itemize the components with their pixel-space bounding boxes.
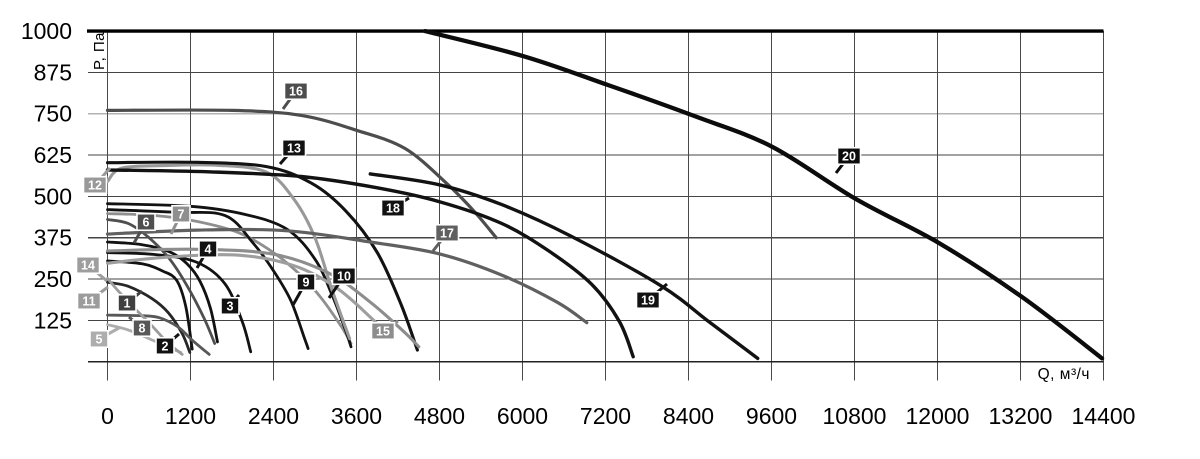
- curve-12: [105, 163, 352, 341]
- curve-label-17: 17: [440, 227, 454, 241]
- curve-label-3: 3: [227, 300, 234, 314]
- curve-label-8: 8: [139, 322, 146, 336]
- curve-label-19: 19: [641, 294, 655, 308]
- y-axis-title: P, Па: [91, 31, 108, 70]
- curve-label-6: 6: [143, 216, 150, 230]
- y-tick-label-250: 250: [34, 266, 72, 292]
- curve-label-box-11: [76, 291, 102, 311]
- curve-6: [106, 218, 217, 345]
- x-tick-label-7200: 7200: [580, 403, 631, 429]
- curve-label-box-15: [370, 321, 396, 341]
- x-tick-label-9600: 9600: [746, 403, 797, 429]
- curve-16: [105, 108, 498, 240]
- curve-label-box-19: [635, 290, 661, 310]
- curve-label-box-20: [836, 146, 862, 166]
- curve-4: [106, 240, 219, 344]
- curve-label-box-7: [171, 204, 191, 224]
- x-tick-label-6000: 6000: [497, 403, 548, 429]
- curve-19: [368, 172, 760, 361]
- curve-3: [106, 251, 253, 354]
- curve-15: [105, 247, 421, 349]
- curve-label-10: 10: [337, 270, 351, 284]
- curve-20: [422, 28, 1105, 361]
- x-tick-label-14400: 14400: [1072, 403, 1136, 429]
- curve-label-box-6: [136, 212, 156, 232]
- curve-label-1: 1: [124, 297, 131, 311]
- curve-13: [105, 160, 419, 352]
- curve-14: [105, 253, 393, 341]
- y-tick-label-750: 750: [34, 101, 72, 127]
- y-tick-label-500: 500: [34, 183, 72, 209]
- curve-label-box-16: [283, 81, 309, 101]
- curve-17: [105, 227, 589, 325]
- curve-label-5: 5: [96, 333, 103, 347]
- curve-label-7: 7: [178, 208, 185, 222]
- curve-label-box-4: [198, 239, 218, 259]
- curve-label-2: 2: [162, 340, 169, 354]
- y-tick-label-375: 375: [34, 225, 72, 251]
- curve-label-15: 15: [376, 325, 390, 339]
- curve-label-16: 16: [289, 85, 303, 99]
- curve-1: [106, 280, 192, 354]
- curve-label-4: 4: [205, 243, 212, 257]
- curve-label-box-9: [296, 272, 316, 292]
- y-tick-label-125: 125: [34, 307, 72, 333]
- x-tick-label-1200: 1200: [165, 403, 216, 429]
- curve-label-13: 13: [287, 142, 301, 156]
- x-tick-label-0: 0: [101, 403, 114, 429]
- curve-label-box-3: [220, 296, 240, 316]
- x-tick-label-8400: 8400: [663, 403, 714, 429]
- x-tick-label-4800: 4800: [414, 403, 465, 429]
- x-tick-label-10800: 10800: [823, 403, 887, 429]
- curve-8: [106, 313, 211, 356]
- y-tick-label-1000: 1000: [21, 18, 72, 44]
- curve-label-box-17: [434, 223, 460, 243]
- curve-label-9: 9: [303, 276, 310, 290]
- curve-label-14: 14: [81, 259, 95, 273]
- curve-label-box-10: [331, 266, 357, 286]
- curve-label-box-5: [89, 329, 109, 349]
- curve-label-12: 12: [88, 179, 102, 193]
- x-tick-label-13200: 13200: [989, 403, 1053, 429]
- curve-label-box-14: [75, 255, 101, 275]
- curve-label-box-12: [82, 175, 108, 195]
- curve-label-box-13: [281, 138, 307, 158]
- y-tick-label-625: 625: [34, 142, 72, 168]
- y-tick-label-875: 875: [34, 59, 72, 85]
- x-tick-label-12000: 12000: [906, 403, 970, 429]
- x-tick-label-3600: 3600: [331, 403, 382, 429]
- curve-18: [105, 168, 635, 359]
- curve-label-11: 11: [82, 295, 95, 309]
- x-axis-title: Q, м³/ч: [1037, 366, 1090, 383]
- curve-label-box-18: [380, 198, 406, 218]
- curve-label-20: 20: [842, 150, 856, 164]
- curve-7: [106, 212, 353, 345]
- x-tick-label-2400: 2400: [248, 403, 299, 429]
- curve-label-box-2: [155, 336, 175, 356]
- curve-label-box-1: [117, 293, 137, 313]
- curve-2: [106, 259, 194, 351]
- curve-label-18: 18: [386, 202, 400, 216]
- curve-label-box-8: [132, 318, 152, 338]
